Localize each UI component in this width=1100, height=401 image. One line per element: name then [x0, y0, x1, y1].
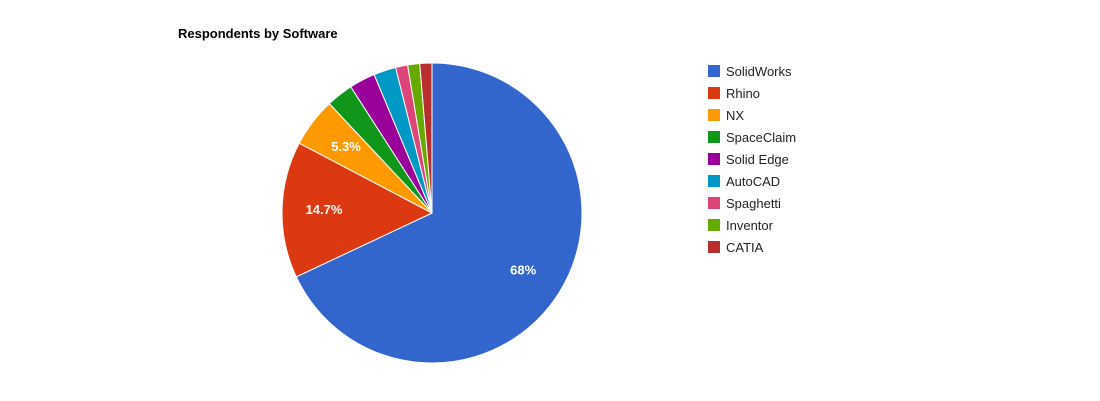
legend-label: AutoCAD	[726, 173, 781, 189]
pie-slice-label: 68%	[510, 262, 536, 277]
legend-swatch	[708, 219, 720, 231]
legend-item[interactable]: Rhino	[708, 82, 796, 104]
legend-swatch	[708, 197, 720, 209]
legend-item[interactable]: SolidWorks	[708, 60, 796, 82]
legend-swatch	[708, 131, 720, 143]
pie-slice-label: 5.3%	[331, 139, 361, 154]
legend-swatch	[708, 109, 720, 121]
pie-slice-labels: 68% 14.7% 5.3%	[306, 139, 537, 277]
legend-swatch	[708, 241, 720, 253]
legend-label: Rhino	[726, 85, 760, 101]
legend-label: SolidWorks	[726, 63, 792, 79]
pie-slices	[281, 62, 583, 364]
legend-swatch	[708, 87, 720, 99]
legend-swatch	[708, 65, 720, 77]
pie-slice-catia[interactable]	[419, 62, 433, 214]
legend-label: Spaghetti	[726, 195, 781, 211]
legend-item[interactable]: AutoCAD	[708, 170, 796, 192]
legend-item[interactable]: CATIA	[708, 236, 796, 258]
legend-label: Solid Edge	[726, 151, 789, 167]
legend-item[interactable]: Inventor	[708, 214, 796, 236]
pie-slice-rhino[interactable]	[281, 142, 434, 278]
legend-item[interactable]: Solid Edge	[708, 148, 796, 170]
legend: SolidWorks Rhino NX SpaceClaim Solid Edge Aut…	[708, 60, 796, 258]
chart-title: Respondents by Software	[178, 26, 338, 41]
legend-label: Inventor	[726, 217, 773, 233]
legend-label: SpaceClaim	[726, 129, 797, 145]
legend-swatch	[708, 175, 720, 187]
pie-slice-solidworks[interactable]	[295, 62, 583, 364]
legend-item[interactable]: SpaceClaim	[708, 126, 796, 148]
legend-label: NX	[726, 107, 745, 123]
legend-item[interactable]: Spaghetti	[708, 192, 796, 214]
legend-label: CATIA	[726, 239, 764, 255]
pie-slice-label: 14.7%	[306, 202, 343, 217]
legend-swatch	[708, 153, 720, 165]
legend-item[interactable]: NX	[708, 104, 796, 126]
